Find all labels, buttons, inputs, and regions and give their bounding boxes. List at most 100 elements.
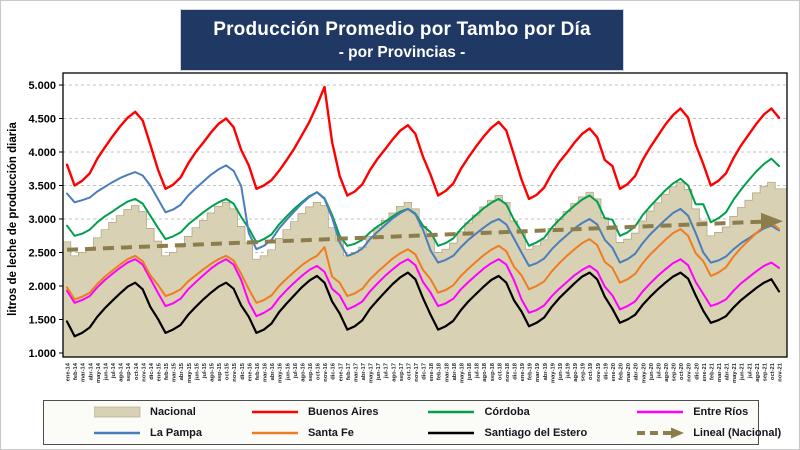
x-tick-label: oct-20 xyxy=(679,363,685,380)
x-tick-label: nov-14 xyxy=(141,362,147,381)
legend-label-santa-fe: Santa Fe xyxy=(307,427,354,440)
series-line-santa-fe xyxy=(66,221,780,304)
x-tick-label: ago-15 xyxy=(210,362,216,381)
x-tick-label: jun-20 xyxy=(649,363,655,381)
legend-swatch-santiago-del-estero-icon xyxy=(428,431,475,435)
x-tick-label: abr-19 xyxy=(543,362,549,380)
x-tick-label: sep-18 xyxy=(490,362,496,381)
chart-title-box: Producción Promedio por Tambo por Día - … xyxy=(180,9,624,71)
x-tick-label: oct-14 xyxy=(134,362,140,380)
legend-label-la-pampa: La Pampa xyxy=(150,427,202,440)
y-tick-label: 2.000 xyxy=(28,281,56,293)
x-tick-label: may-14 xyxy=(96,362,102,383)
x-tick-label: ene-18 xyxy=(429,362,435,381)
chart-plot-area: 1.000 1.500 2.000 2.500 3.000 3.500 4.000 4.500… xyxy=(7,72,788,383)
x-tick-label: mar-20 xyxy=(626,363,632,382)
legend-swatch-nacional-icon xyxy=(94,406,141,418)
x-tick-label: ene-15 xyxy=(156,362,162,381)
legend-label-entre-r-os: Entre Ríos xyxy=(693,405,749,418)
x-tick-label: jul-18 xyxy=(475,362,481,379)
x-tick-label: dic-15 xyxy=(240,362,246,380)
x-tick-label: oct-15 xyxy=(225,362,231,380)
x-tick-label: abr-18 xyxy=(452,362,458,380)
x-tick-label: feb-14 xyxy=(73,362,79,380)
legend-label-santiago-del-estero: Santiago del Estero xyxy=(484,427,588,440)
x-tick-label: ago-20 xyxy=(664,363,670,382)
legend-swatch-santa-fe-icon xyxy=(251,431,298,435)
x-tick-label: nov-21 xyxy=(778,362,784,381)
x-tick-label: sep-21 xyxy=(762,362,768,381)
legend-item-santiago-del-estero: Santiago del Estero xyxy=(378,423,587,443)
x-tick-label: jun-16 xyxy=(285,362,291,381)
x-tick-label: abr-15 xyxy=(179,362,185,380)
x-tick-label: nov-20 xyxy=(687,363,693,382)
x-tick-label: abr-17 xyxy=(361,363,367,380)
legend-swatch-la-pampa-icon xyxy=(94,431,140,435)
x-tick-label: nov-18 xyxy=(505,362,511,381)
x-tick-label: jul-20 xyxy=(656,363,662,379)
chart-title: Producción Promedio por Tambo por Día xyxy=(213,18,591,40)
x-tick-label: jun-15 xyxy=(194,362,200,381)
y-tick-label: 4.500 xyxy=(28,114,56,126)
x-tick-label: oct-21 xyxy=(770,362,776,380)
x-tick-label: ago-14 xyxy=(119,362,125,381)
x-tick-label: mar-19 xyxy=(535,362,541,382)
legend-item-buenos-aires: Buenos Aires xyxy=(202,402,379,422)
x-tick-label: oct-17 xyxy=(406,363,412,380)
x-tick-label: may-19 xyxy=(550,362,556,383)
x-tick-label: jun-19 xyxy=(558,362,564,381)
legend-swatch-buenos-aires-icon xyxy=(251,410,298,414)
x-tick-label: jun-14 xyxy=(103,362,109,381)
x-tick-label: dic-17 xyxy=(422,363,428,380)
legend-label-buenos-aires: Buenos Aires xyxy=(307,405,379,418)
y-tick-label: 4.000 xyxy=(28,147,56,159)
x-tick-label: sep-20 xyxy=(672,363,678,381)
x-tick-label: feb-18 xyxy=(437,362,443,380)
y-tick-label: 3.500 xyxy=(28,181,56,193)
x-tick-label: dic-18 xyxy=(512,362,518,380)
x-tick-label: ago-19 xyxy=(573,362,579,381)
x-tick-label: abr-20 xyxy=(634,363,640,380)
legend-swatch-entre-r-os-icon xyxy=(637,410,684,414)
x-tick-label: may-15 xyxy=(187,362,193,383)
x-tick-label: jul-17 xyxy=(384,363,390,379)
x-tick-label: oct-16 xyxy=(316,362,322,380)
y-tick-label: 5.000 xyxy=(28,80,56,92)
x-tick-label: mar-16 xyxy=(263,362,269,382)
x-tick-label: ago-21 xyxy=(755,362,761,381)
trend-line-nacional xyxy=(66,219,762,252)
plot-border xyxy=(62,72,788,358)
x-tick-label: jun-21 xyxy=(740,362,746,381)
x-tick-label: ago-16 xyxy=(300,362,306,381)
x-tick-label: mar-21 xyxy=(717,362,723,382)
x-tick-label: abr-21 xyxy=(725,362,731,380)
x-tick-label: jul-19 xyxy=(566,362,572,379)
legend-swatch-c-rdoba-icon xyxy=(428,410,475,414)
x-tick-label: dic-20 xyxy=(694,363,700,380)
legend-label-c-rdoba: Córdoba xyxy=(484,405,530,418)
x-tick-label: dic-14 xyxy=(149,362,155,380)
x-tick-label: jul-14 xyxy=(111,362,117,379)
x-tick-label: mar-15 xyxy=(172,362,178,382)
x-tick-label: sep-14 xyxy=(126,362,132,381)
x-tick-label: may-16 xyxy=(278,362,284,383)
x-tick-label: feb-16 xyxy=(255,362,261,380)
x-tick-label: mar-17 xyxy=(353,363,359,382)
x-tick-label: may-18 xyxy=(459,362,465,383)
series-line-la-pampa xyxy=(66,164,780,267)
series-line-santiago-del-estero xyxy=(65,271,781,338)
x-tick-label: ago-17 xyxy=(391,363,397,382)
x-tick-label: nov-17 xyxy=(414,363,420,382)
y-tick-label: 2.500 xyxy=(28,248,56,260)
x-tick-label: sep-15 xyxy=(217,362,223,381)
legend-item-lineal-nacional: Lineal (Nacional) xyxy=(587,423,781,443)
x-tick-label: sep-19 xyxy=(581,362,587,381)
series-line-buenos-aires xyxy=(65,85,781,201)
legend-label-lineal-nacional: Lineal (Nacional) xyxy=(693,427,782,440)
legend-item-la-pampa: La Pampa xyxy=(44,423,202,443)
x-tick-label: jul-21 xyxy=(747,362,753,379)
x-tick-label: may-21 xyxy=(732,362,738,383)
x-tick-label: jun-17 xyxy=(376,363,382,381)
x-tick-label: jun-18 xyxy=(467,362,473,381)
